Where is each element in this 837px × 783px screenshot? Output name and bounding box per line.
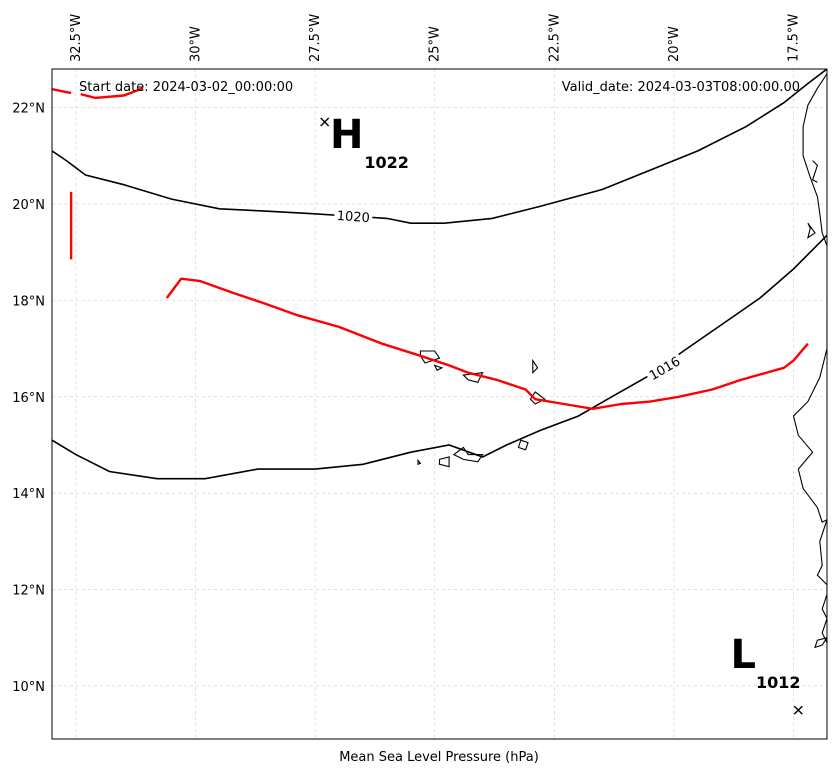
island-outline: [438, 456, 450, 468]
isobar-label-1020: 1020: [336, 209, 370, 226]
lon-tick-label: 32.5°W: [69, 14, 84, 62]
lat-tick-label: 10°N: [12, 680, 45, 695]
coastline: [811, 160, 819, 183]
center-pressure-value: 1022: [364, 153, 409, 172]
center-letter: H: [330, 112, 363, 158]
front-line: [80, 87, 144, 100]
island-outline: [532, 358, 539, 375]
island-outline: [452, 446, 484, 463]
latitude-tick-labels: 22°N 20°N 18°N 16°N 14°N 12°N 10°N: [12, 102, 45, 695]
front-line: [165, 277, 809, 410]
front-layer: [52, 87, 809, 410]
lat-tick-label: 18°N: [12, 294, 45, 309]
island-outline: [814, 637, 827, 649]
x-axis-label: Mean Sea Level Pressure (hPa): [339, 750, 539, 765]
coastline: [792, 73, 827, 643]
start-date-label: Start date: 2024-03-02_00:00:00: [79, 80, 293, 95]
center-marker-icon: [320, 117, 330, 127]
lon-tick-label: 17.5°W: [787, 14, 802, 62]
lat-tick-label: 16°N: [12, 391, 45, 406]
lon-tick-label: 20°W: [667, 26, 682, 62]
center-marker-icon: [793, 705, 803, 715]
valid-date-label: Valid_date: 2024-03-03T08:00:00.00: [562, 80, 800, 95]
isobar-label-bg: [643, 350, 685, 384]
lat-tick-label: 14°N: [12, 487, 45, 502]
lon-tick-label: 30°W: [189, 26, 204, 62]
isobar-label-bg: [333, 205, 373, 225]
lon-tick-label: 25°W: [428, 26, 443, 62]
lat-tick-label: 12°N: [12, 584, 45, 599]
coastline: [807, 222, 816, 239]
island-outline: [433, 364, 444, 372]
gridlines: [52, 69, 827, 739]
isobar-1016: [52, 234, 827, 480]
island-outline: [517, 439, 529, 451]
lon-tick-label: 22.5°W: [547, 14, 562, 62]
map-frame: [51, 68, 828, 740]
island-outline: [417, 458, 422, 466]
lat-tick-label: 20°N: [12, 198, 45, 213]
lat-tick-label: 22°N: [12, 102, 45, 117]
isobar-1020: [52, 69, 827, 224]
lon-tick-label: 27.5°W: [308, 14, 323, 62]
center-pressure-value: 1012: [756, 673, 801, 692]
center-letter: L: [731, 632, 757, 678]
longitude-tick-labels: 32.5°W 30°W 27.5°W 25°W 22.5°W 20°W 17.5°W: [69, 14, 802, 62]
front-line: [52, 88, 72, 95]
map-background: [52, 69, 827, 739]
